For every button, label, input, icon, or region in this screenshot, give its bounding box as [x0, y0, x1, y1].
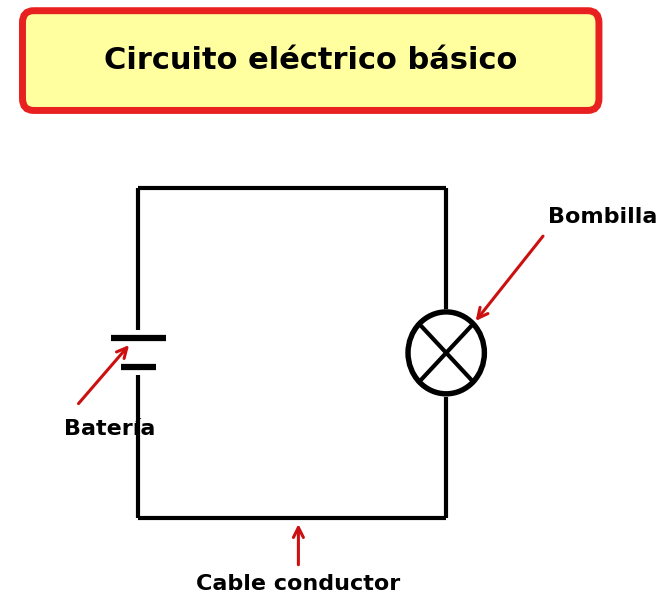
Text: Cable conductor: Cable conductor	[197, 574, 401, 594]
Text: Circuito eléctrico básico: Circuito eléctrico básico	[104, 46, 517, 75]
Text: Batería: Batería	[64, 419, 156, 439]
Text: Bombilla: Bombilla	[548, 207, 657, 228]
FancyBboxPatch shape	[23, 11, 599, 110]
